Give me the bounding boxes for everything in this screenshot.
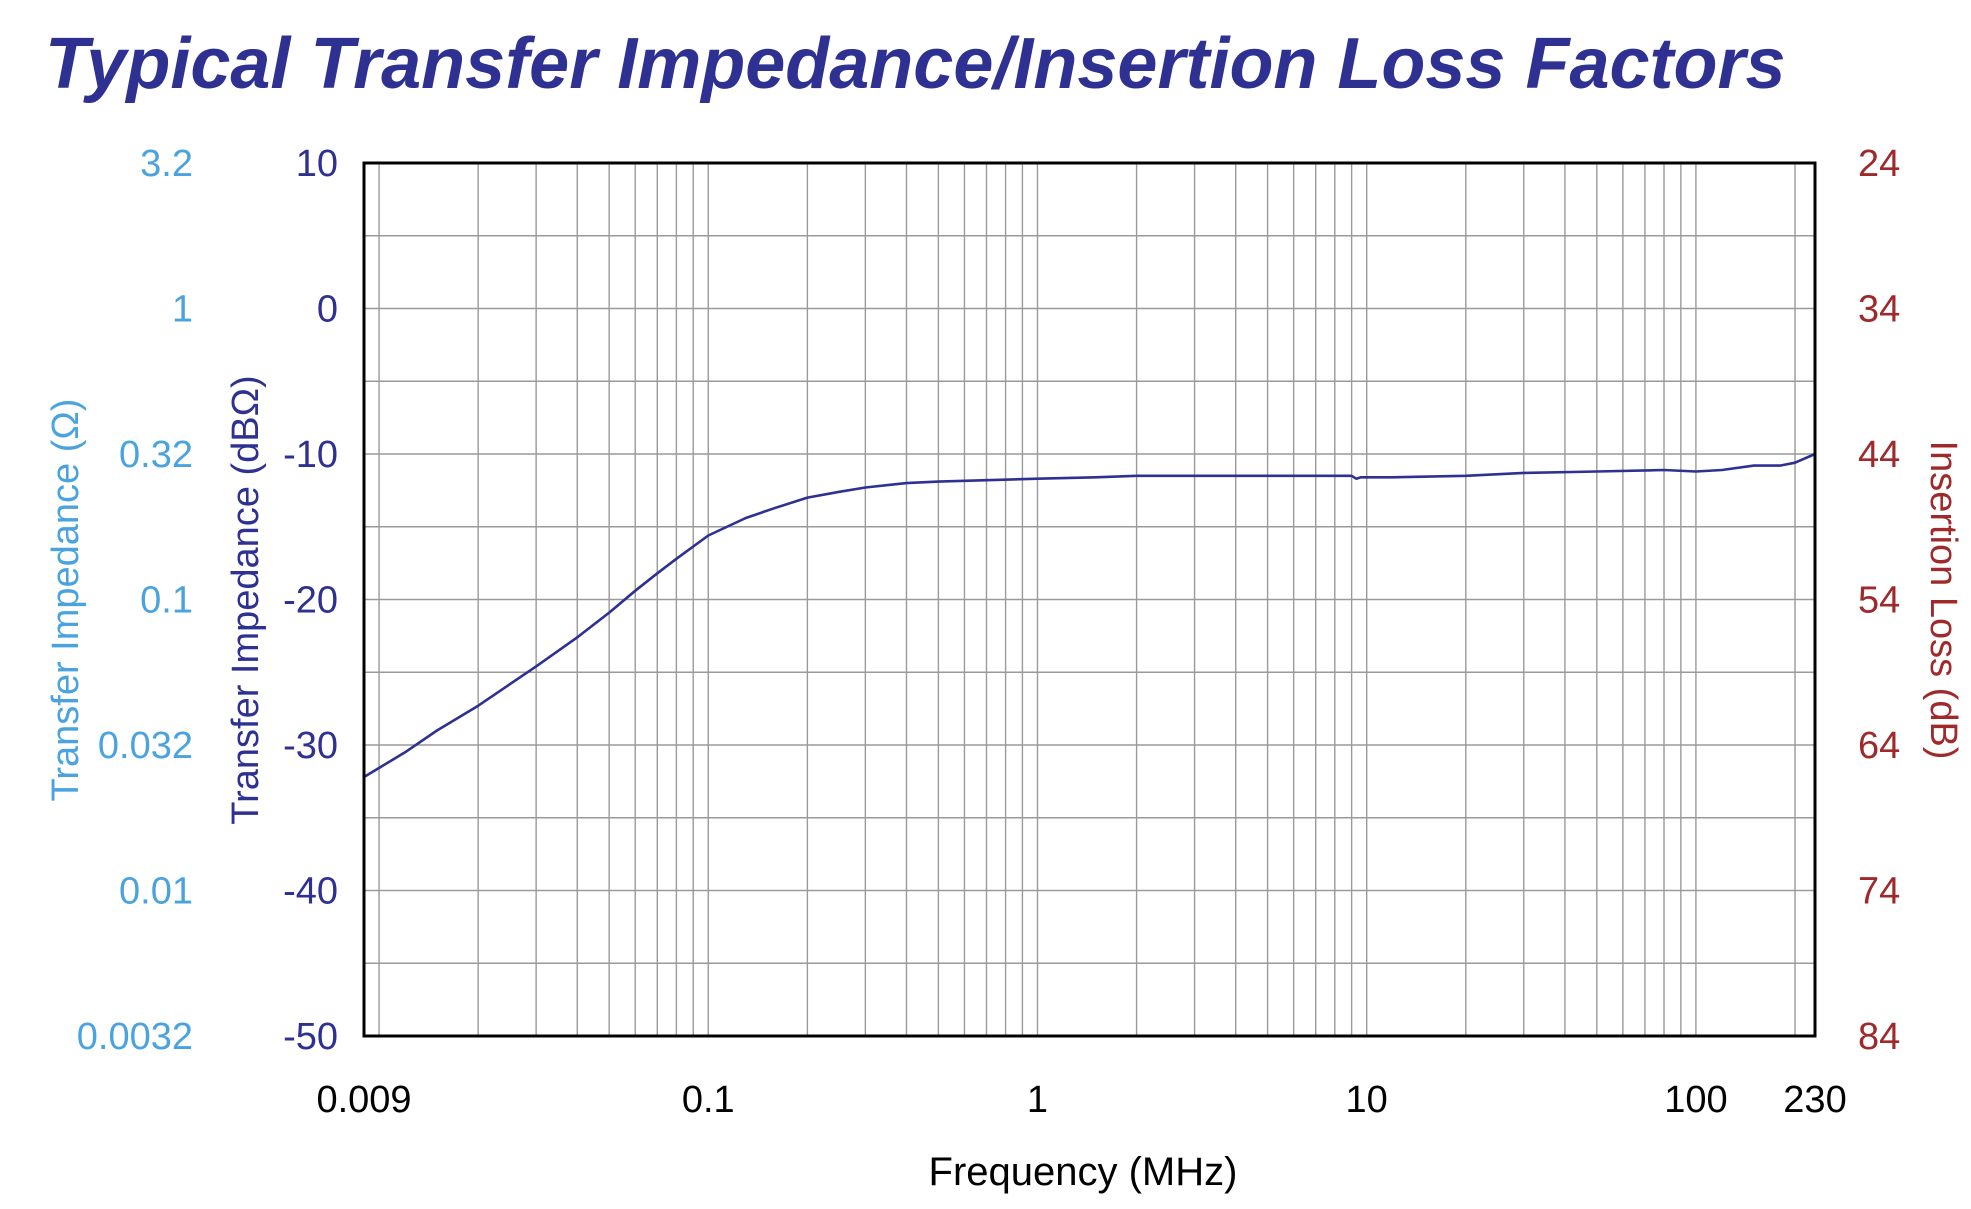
chart-title: Typical Transfer Impedance/Insertion Los…	[45, 24, 1786, 104]
y-tick-label-dbohm: -40	[283, 871, 338, 913]
y-tick-label-insertion-loss: 34	[1858, 289, 1900, 331]
x-tick-label: 230	[1783, 1079, 1846, 1121]
y-tick-label-dbohm: -20	[283, 580, 338, 622]
series-line	[363, 452, 1816, 779]
y-tick-label-insertion-loss: 84	[1858, 1016, 1900, 1058]
y-tick-label-dbohm: -10	[283, 434, 338, 476]
series-layer	[363, 452, 1816, 779]
x-tick-label: 10	[1346, 1079, 1388, 1121]
y-tick-label-dbohm: -50	[283, 1016, 338, 1058]
x-tick-label: 0.009	[316, 1079, 411, 1121]
tick-labels: 0.009 0.1 1 10 100 230 10 3.2 24 0 1 34 -10 0.32 44 -20…	[77, 143, 1901, 1121]
y-axis-label-insertion-loss: Insertion Loss (dB)	[1922, 441, 1964, 760]
y-tick-label-ohm: 1	[172, 289, 193, 331]
y-tick-label-insertion-loss: 44	[1858, 434, 1900, 476]
y-tick-label-insertion-loss: 74	[1858, 871, 1900, 913]
y-axis-label-dbohm: Transfer Impedance (dBΩ)	[225, 375, 267, 824]
y-tick-label-dbohm: 10	[296, 143, 338, 185]
y-tick-label-insertion-loss: 54	[1858, 580, 1900, 622]
y-tick-label-ohm: 0.01	[119, 871, 193, 913]
y-tick-label-ohm: 0.1	[140, 580, 193, 622]
x-tick-label: 100	[1664, 1079, 1727, 1121]
y-tick-label-insertion-loss: 64	[1858, 725, 1900, 767]
y-axis-label-ohm: Transfer Impedance (Ω)	[45, 399, 87, 802]
y-tick-label-ohm: 0.032	[98, 725, 193, 767]
y-tick-label-dbohm: -30	[283, 725, 338, 767]
y-tick-label-insertion-loss: 24	[1858, 143, 1900, 185]
y-tick-label-ohm: 3.2	[140, 143, 193, 185]
plot-area-frame	[362, 161, 1817, 1038]
x-tick-label: 0.1	[682, 1079, 735, 1121]
y-tick-label-dbohm: 0	[317, 289, 338, 331]
grid	[363, 163, 1815, 1036]
y-tick-label-ohm: 0.0032	[77, 1016, 193, 1058]
x-tick-label: 1	[1027, 1079, 1048, 1121]
x-axis-label: Frequency (MHz)	[929, 1150, 1238, 1194]
y-tick-label-ohm: 0.32	[119, 434, 193, 476]
